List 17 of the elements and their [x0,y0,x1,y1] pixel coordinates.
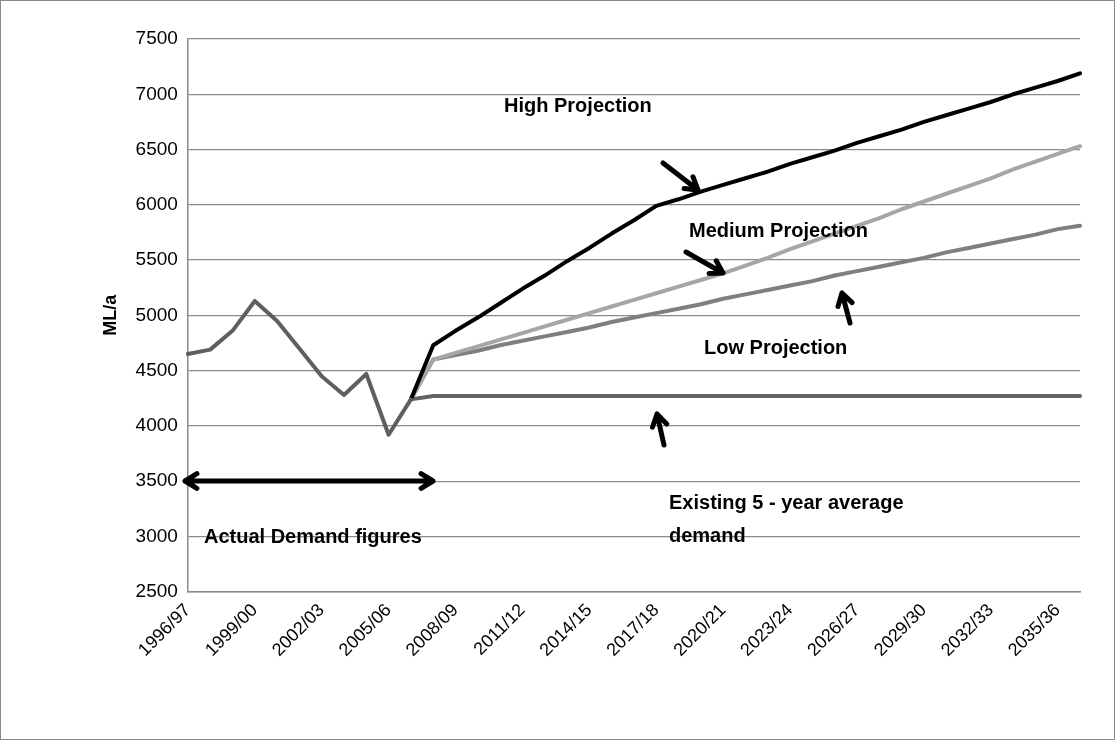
y-tick-label: 3500 [135,469,178,491]
y-tick-label: 5500 [135,248,178,270]
y-tick-label: 6000 [135,193,178,215]
y-tick-label: 7500 [135,27,178,49]
y-tick-label: 4000 [135,414,178,436]
y-tick-label: 5000 [135,303,178,325]
y-tick-label: 4500 [135,358,178,380]
annotation: High Projection [504,94,652,117]
y-tick-label: 2500 [135,579,178,601]
annotation: Medium Projection [689,219,868,242]
y-tick-label: 3000 [135,524,178,546]
y-tick-label: 7000 [135,82,178,104]
y-tick-label: 6500 [135,137,178,159]
annotation: Actual Demand figures [204,525,422,548]
y-axis-title: ML/a [99,293,120,336]
annotation: Low Projection [704,336,848,359]
annotation: Existing 5 - year average demand [669,490,905,548]
